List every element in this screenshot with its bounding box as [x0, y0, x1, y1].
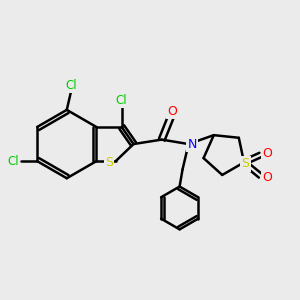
- Text: S: S: [242, 158, 250, 170]
- Text: S: S: [105, 156, 113, 169]
- Text: O: O: [167, 105, 177, 118]
- Text: Cl: Cl: [8, 154, 19, 168]
- Text: O: O: [262, 147, 272, 160]
- Text: Cl: Cl: [116, 94, 127, 107]
- Text: N: N: [188, 138, 197, 151]
- Text: Cl: Cl: [65, 79, 77, 92]
- Text: O: O: [262, 171, 272, 184]
